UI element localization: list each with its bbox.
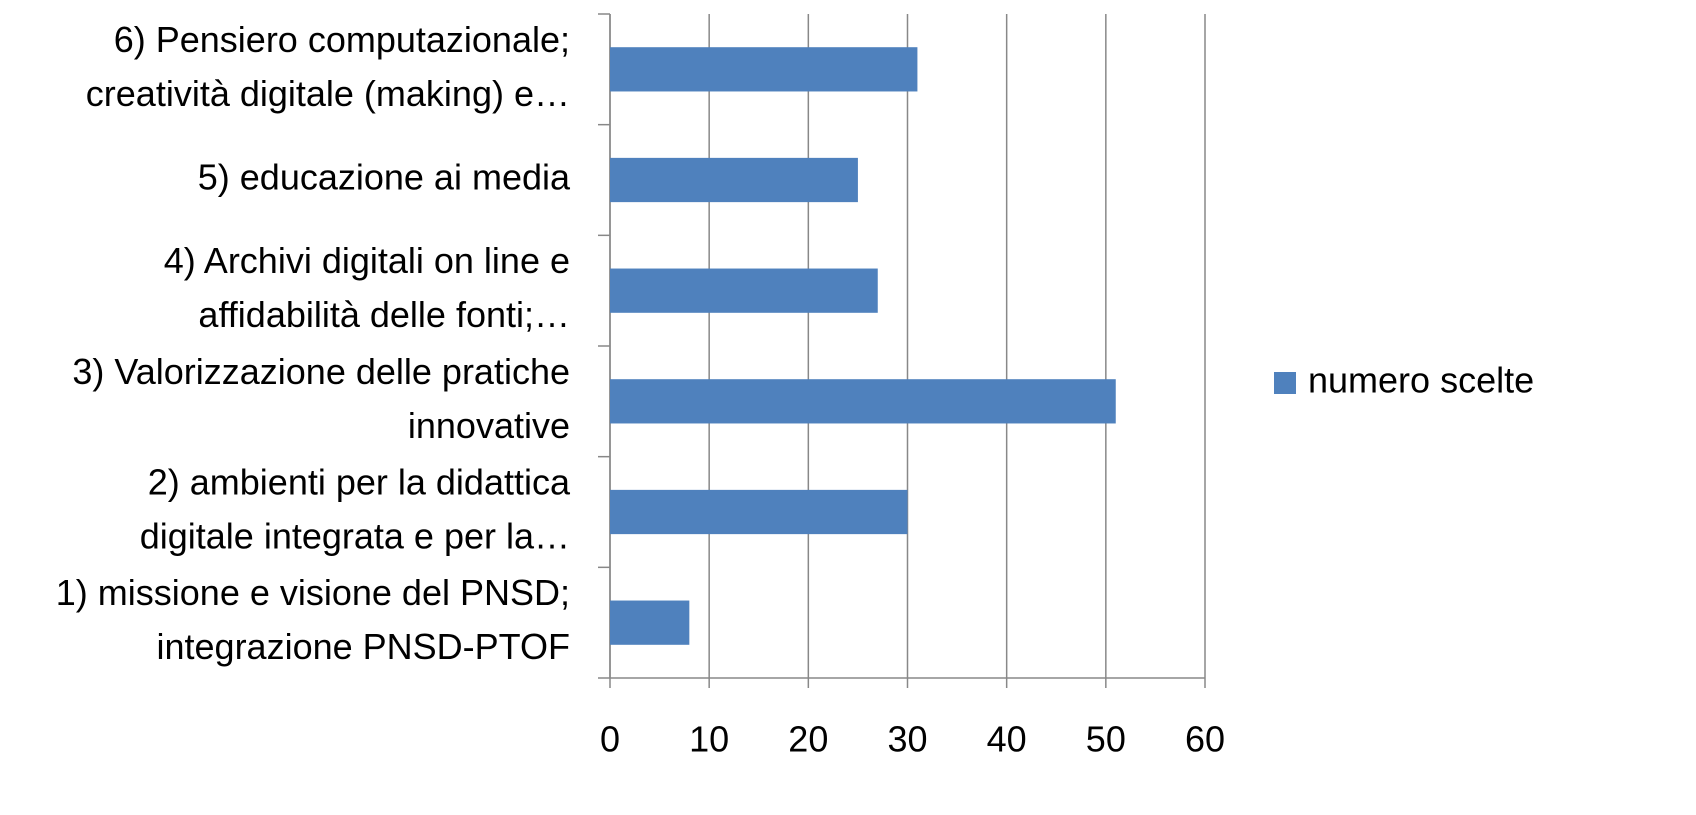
x-tick-label: 20 (788, 719, 828, 760)
y-tick-label: integrazione PNSD-PTOF (157, 626, 571, 667)
y-tick-label: 5) educazione ai media (198, 157, 571, 198)
y-tick-label: 4) Archivi digitali on line e (164, 240, 570, 281)
y-tick-label: 6) Pensiero computazionale; (114, 19, 570, 60)
x-tick-label: 30 (887, 719, 927, 760)
bar (610, 379, 1116, 424)
bar (610, 47, 918, 92)
y-tick-label: 3) Valorizzazione delle pratiche (72, 351, 570, 392)
legend-swatch (1274, 372, 1296, 394)
bar (610, 268, 878, 313)
legend-label: numero scelte (1308, 360, 1534, 401)
y-tick-label: innovative (408, 405, 570, 446)
x-tick-label: 40 (987, 719, 1027, 760)
x-tick-label: 0 (600, 719, 620, 760)
x-tick-label: 60 (1185, 719, 1225, 760)
y-tick-label: affidabilità delle fonti;… (198, 294, 570, 335)
bar (610, 157, 858, 203)
x-tick-label: 50 (1086, 719, 1126, 760)
x-tick-label: 10 (689, 719, 729, 760)
y-tick-label: 2) ambienti per la didattica (148, 462, 571, 503)
y-tick-label: digitale integrata e per la… (140, 516, 570, 557)
bar (610, 489, 908, 535)
bar (610, 600, 690, 645)
y-tick-label: creatività digitale (making) e… (86, 73, 570, 114)
y-tick-label: 1) missione e visione del PNSD; (56, 572, 570, 613)
